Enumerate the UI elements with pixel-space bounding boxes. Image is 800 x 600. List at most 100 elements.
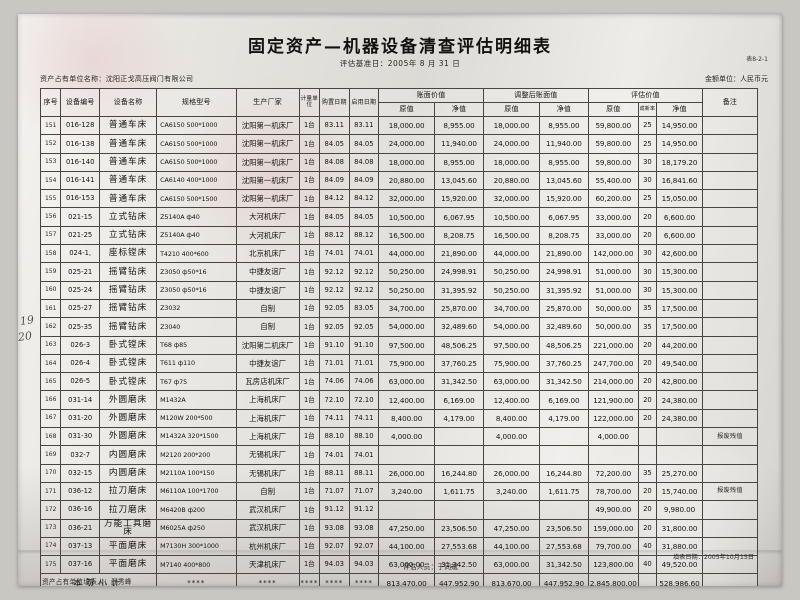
table-row: 151 016-128 普通车床 CA6150 500*1000 沈阳第一机床厂 1台 83… <box>39 115 759 136</box>
table-row: 168 031-30 外圆磨床 M1432A 320*1500 上海机床厂 1台 88.10… <box>39 427 759 447</box>
row-adjusted-original: 44,100.00 <box>482 536 540 557</box>
row-index: 169 <box>39 445 62 465</box>
row-unit: 1台 <box>298 408 321 429</box>
row-adjusted-net: 37,760.25 <box>538 353 589 374</box>
row-adjusted-net: 31,342.50 <box>538 372 589 392</box>
row-appraised-net <box>656 445 703 465</box>
row-book-net: 8,955.00 <box>434 115 484 136</box>
row-manufacturer: 自制 <box>235 481 300 502</box>
col-appraised-net: 净值 <box>656 102 703 117</box>
row-adjusted-original: 97,500.00 <box>482 335 540 355</box>
row-book-original <box>378 445 436 465</box>
row-book-original: 16,500.00 <box>378 225 436 246</box>
row-purchase-date: 84.05 <box>319 134 350 154</box>
table-row: 165 026-5 卧式镗床 T67 ф75 瓦房店机床厂 1台 74.06 74.06 63,… <box>39 372 759 392</box>
row-adjusted-original: 44,000.00 <box>482 244 540 264</box>
row-adjusted-original: 16,500.00 <box>482 225 540 246</box>
row-appraised-net: 42,800.00 <box>656 372 703 392</box>
row-remark <box>701 518 759 538</box>
row-appraised-net: 44,200.00 <box>656 335 703 355</box>
row-adjusted-net: 8,955.00 <box>538 115 589 136</box>
row-remark: 报废残值 <box>701 427 759 447</box>
row-model: M1432A <box>156 390 237 410</box>
row-index: 161 <box>39 298 62 319</box>
row-book-net: 24,998.91 <box>434 262 484 282</box>
subtotal-sdate: **** <box>348 573 380 586</box>
row-index: 167 <box>39 408 62 429</box>
row-purchase-date: 83.11 <box>319 115 350 136</box>
row-unit: 1台 <box>298 207 321 227</box>
row-book-net <box>434 500 484 520</box>
row-new-rate: 30 <box>637 170 658 191</box>
row-new-rate: 30 <box>637 280 658 300</box>
row-appraised-original: 122,000.00 <box>587 408 639 429</box>
row-new-rate: 30 <box>637 152 658 172</box>
page-subtotal-row: 本页小计 **** **** **** **** **** 813,470.00 447,95… <box>39 573 759 586</box>
row-asset-name: 普通车床 <box>99 189 158 209</box>
table-row: 158 024-1, 座标镗床 T4210 400*600 北京机床厂 1台 74.01 74… <box>39 244 759 264</box>
row-unit: 1台 <box>298 445 321 465</box>
row-manufacturer: 大河机床厂 <box>235 207 300 227</box>
row-new-rate: 35 <box>637 463 658 483</box>
row-new-rate: 35 <box>637 298 658 319</box>
row-adjusted-net: 4,179.00 <box>538 408 589 429</box>
row-book-original: 50,250.00 <box>378 262 436 282</box>
subtotal-unit: **** <box>298 573 321 586</box>
row-index: 172 <box>39 500 62 520</box>
row-new-rate: 20 <box>637 390 658 410</box>
row-purchase-date: 93.08 <box>319 518 350 538</box>
row-start-date: 83.05 <box>348 298 380 319</box>
row-asset-code: 025-21 <box>60 262 101 282</box>
col-asset-name: 设备名称 <box>99 88 158 117</box>
row-adjusted-original: 34,700.00 <box>482 298 540 319</box>
row-adjusted-net: 24,998.91 <box>538 262 589 282</box>
row-book-original: 18,000.00 <box>378 152 436 172</box>
row-asset-name: 立式钻床 <box>99 207 158 227</box>
row-manufacturer: 中捷友谊厂 <box>235 353 300 374</box>
row-adjusted-net: 16,244.80 <box>538 463 589 483</box>
row-appraised-original: 59,800.00 <box>587 115 639 136</box>
row-asset-code: 031-20 <box>60 408 101 429</box>
row-book-original: 44,100.00 <box>378 536 436 557</box>
row-book-net: 13,045.60 <box>434 170 484 191</box>
row-model: CA6140 400*1000 <box>156 170 237 191</box>
row-asset-name: 普通车床 <box>99 115 158 136</box>
row-purchase-date: 88.10 <box>319 427 350 447</box>
currency-unit: 金额单位：人民币元 <box>705 75 768 83</box>
row-book-net: 8,208.75 <box>434 225 484 246</box>
row-appraised-net: 42,600.00 <box>656 244 703 264</box>
row-asset-code: 016-140 <box>60 152 101 172</box>
row-manufacturer: 沈阳第二机床厂 <box>235 335 300 355</box>
row-asset-code: 032-15 <box>60 463 101 483</box>
row-unit: 1台 <box>298 262 321 282</box>
row-unit: 1台 <box>298 170 321 191</box>
row-manufacturer: 武汉机床厂 <box>235 518 300 538</box>
row-manufacturer: 自制 <box>235 298 300 319</box>
row-asset-code: 024-1, <box>60 244 101 264</box>
row-appraised-net: 17,500.00 <box>656 317 703 337</box>
row-appraised-net: 31,800.00 <box>656 518 703 538</box>
row-book-original: 63,000.00 <box>378 555 436 575</box>
row-asset-name: 万能工具磨床 <box>99 518 158 538</box>
row-model: T67 ф75 <box>156 372 237 392</box>
row-book-original: 12,400.00 <box>378 390 436 410</box>
row-adjusted-original: 50,250.00 <box>482 262 540 282</box>
row-asset-name: 卧式镗床 <box>99 335 158 355</box>
row-new-rate: 35 <box>637 317 658 337</box>
row-adjusted-net: 15,920.00 <box>538 189 589 209</box>
row-appraised-original: 33,000.00 <box>587 225 639 246</box>
row-asset-code: 025-24 <box>60 280 101 300</box>
row-asset-code: 016-128 <box>60 115 101 136</box>
row-appraised-net <box>656 427 703 447</box>
row-start-date: 92.05 <box>348 317 380 337</box>
row-book-net: 31,342.50 <box>434 555 484 575</box>
row-start-date: 88.10 <box>348 427 380 447</box>
row-asset-code: 026-3 <box>60 335 101 355</box>
row-model: T611 ф110 <box>156 353 237 374</box>
table-row: 159 025-21 摇臂钻床 Z3050 ф50*16 中捷友谊厂 1台 92.12 92.… <box>39 262 759 282</box>
row-model: CA6150 500*1000 <box>156 152 237 172</box>
row-unit: 1台 <box>298 115 321 136</box>
row-adjusted-net: 27,553.68 <box>538 536 589 557</box>
row-book-original: 8,400.00 <box>378 408 436 429</box>
subtotal-book-original: 813,470.00 <box>378 573 436 586</box>
